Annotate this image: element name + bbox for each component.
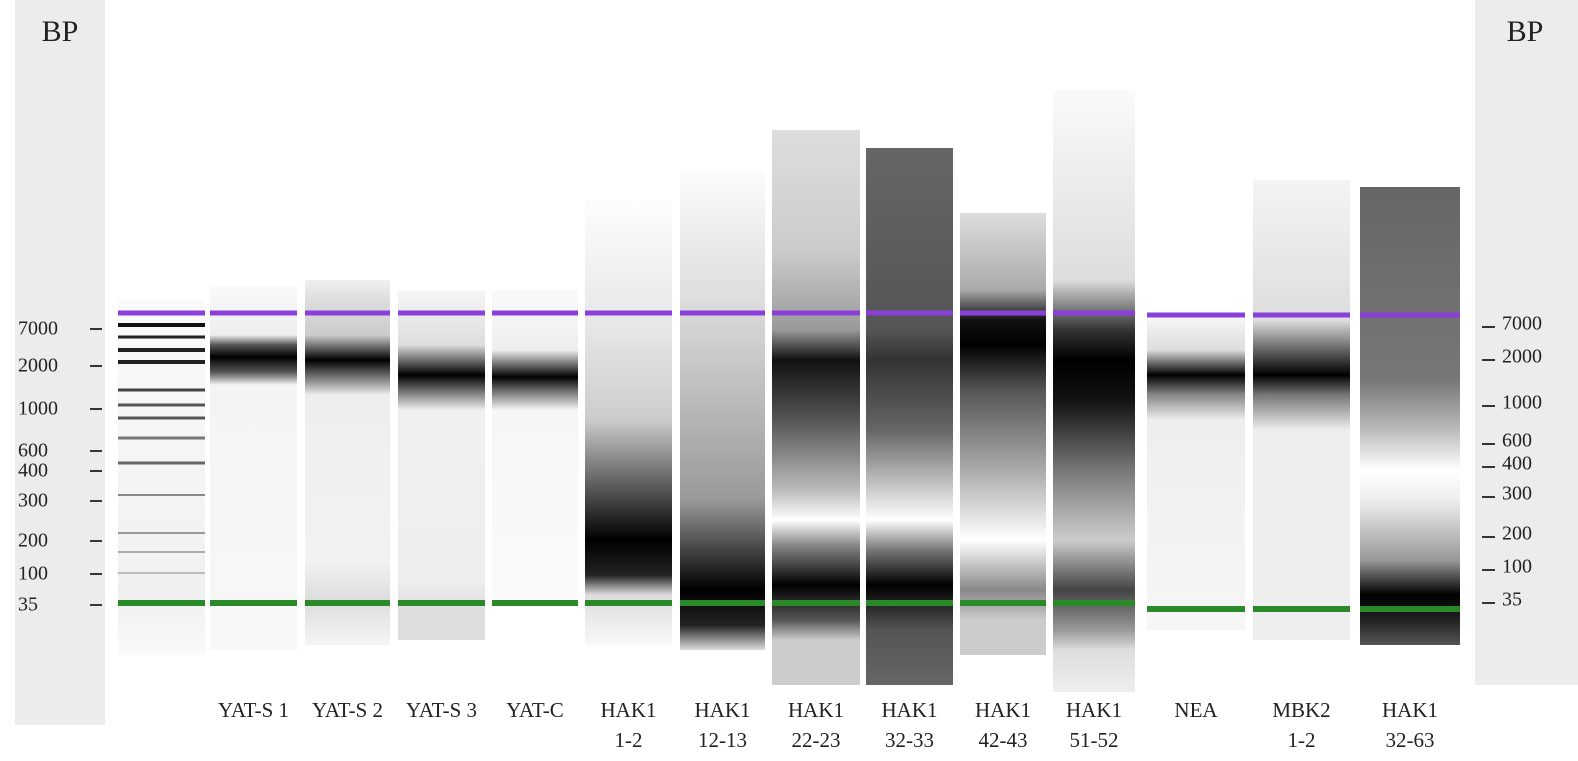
sample-lane: [585, 200, 672, 645]
right-tick-label: 35: [1502, 589, 1522, 611]
lane-label: HAK1: [1066, 698, 1122, 722]
right-axis-title: BP: [1507, 15, 1544, 48]
lane-label: 22-23: [792, 728, 841, 752]
right-tick-label: 100: [1502, 556, 1532, 578]
left-tick-label: 2000: [18, 355, 58, 377]
left-tick-label: 35: [18, 594, 38, 616]
lanes: YAT-S 1 YAT-S 2 YAT-S 3 YAT-C HAK1 1-2 HAK1 12-…: [118, 90, 1460, 752]
lane-label: HAK1: [1382, 698, 1438, 722]
left-tick-label: 1000: [18, 398, 58, 420]
sample-lane: [1253, 180, 1350, 640]
sample-lane: [492, 290, 578, 600]
lane-label: 51-52: [1070, 728, 1119, 752]
lane-label: HAK1: [788, 698, 844, 722]
lane-label: HAK1: [601, 698, 657, 722]
left-tick-label: 300: [18, 490, 48, 512]
lane-label: 32-63: [1386, 728, 1435, 752]
sample-lane: [210, 285, 297, 650]
lane-label: YAT-S 1: [218, 698, 289, 722]
left-tick-label: 200: [18, 530, 48, 552]
sample-lane: [1147, 315, 1245, 630]
right-tick-label: 2000: [1502, 346, 1542, 368]
right-ruler: [1475, 0, 1578, 685]
right-tick-label: 200: [1502, 523, 1532, 545]
sample-lane: [866, 148, 953, 685]
lane-label: 32-33: [885, 728, 934, 752]
sample-lane: [960, 213, 1046, 655]
lane-label: 1-2: [1288, 728, 1316, 752]
lane-label: HAK1: [975, 698, 1031, 722]
lane-label: YAT-C: [506, 698, 564, 722]
sample-lane: [1360, 187, 1460, 645]
lane-label: HAK1: [695, 698, 751, 722]
right-tick-label: 400: [1502, 453, 1532, 475]
right-tick-label: 300: [1502, 483, 1532, 505]
sample-lane: [305, 280, 390, 645]
left-tick-label: 600: [18, 440, 48, 462]
ticks: 7000200010006004003002001003570002000100…: [18, 313, 1542, 616]
right-tick-label: 600: [1502, 430, 1532, 452]
right-tick-label: 7000: [1502, 313, 1542, 335]
lane-label: 42-43: [979, 728, 1028, 752]
left-tick-label: 400: [18, 460, 48, 482]
sample-lane: [398, 290, 485, 640]
left-tick-label: 7000: [18, 318, 58, 340]
left-axis-title: BP: [42, 15, 79, 48]
lane-label: 12-13: [698, 728, 747, 752]
sample-lane: [1053, 90, 1135, 692]
sample-lane: [772, 130, 860, 685]
lane-label: MBK2: [1272, 698, 1330, 722]
left-tick-label: 100: [18, 563, 48, 585]
lane-label: 1-2: [615, 728, 643, 752]
sample-lane: [680, 170, 765, 650]
lane-label: HAK1: [882, 698, 938, 722]
lane-label: NEA: [1174, 698, 1218, 722]
ladder-lane: [118, 300, 205, 655]
lane-label: YAT-S 2: [312, 698, 383, 722]
lane-label: YAT-S 3: [406, 698, 477, 722]
right-tick-label: 1000: [1502, 392, 1542, 414]
